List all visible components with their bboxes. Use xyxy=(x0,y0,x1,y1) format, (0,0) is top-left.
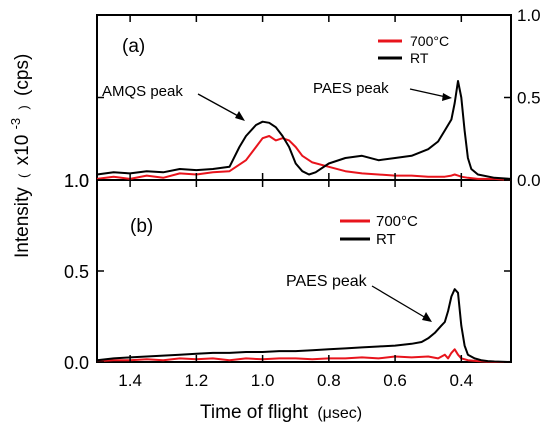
y-tick-label-a-right: 0.0 xyxy=(517,171,541,190)
panel-a-plot-area xyxy=(96,80,512,181)
x-tick-label: 1.2 xyxy=(185,371,209,390)
annotation-paes-arrow-a xyxy=(409,88,447,98)
legend-a-label-700c: 700°C xyxy=(410,33,449,49)
x-tick-label: 0.8 xyxy=(317,371,341,390)
x-tick-label: 0.4 xyxy=(449,371,473,390)
y-axis-title-paren-close: ) xyxy=(16,105,31,109)
x-axis-title-unit: (μsec) xyxy=(317,405,362,422)
annotation-paes-peak-a: PAES peak xyxy=(313,80,389,97)
panel-a-series-700c-line xyxy=(96,135,512,181)
panel-a-series-rt-line xyxy=(96,80,512,180)
legend-a-label-rt: RT xyxy=(410,50,429,66)
y-axis-title: Intensity ( x10 -3 ) (cps) xyxy=(4,54,33,258)
annotation-paes-peak-b: PAES peak xyxy=(286,273,368,290)
panel-a-label: (a) xyxy=(122,36,145,57)
x-axis-title-main: Time of flight xyxy=(200,402,309,423)
y-tick-label-b: 0.5 xyxy=(64,262,89,282)
annotation-paes-arrowhead-b xyxy=(422,312,432,322)
y-tick-label-a-left: 1.0 xyxy=(64,171,89,191)
annotation-amqs-peak: AMQS peak xyxy=(102,83,183,100)
x-tick-label: 1.0 xyxy=(251,371,275,390)
annotation-amqs-arrow xyxy=(197,93,241,118)
y-tick-label-a-right: 1.0 xyxy=(517,6,541,25)
x-axis-title: Time of flight (μsec) xyxy=(200,402,362,423)
panel-b-label: (b) xyxy=(130,216,153,237)
legend-b-label-rt: RT xyxy=(376,231,396,248)
annotation-amqs-arrowhead xyxy=(235,111,245,121)
y-axis-title-cps: (cps) xyxy=(12,54,33,96)
annotation-paes-arrow-b xyxy=(371,285,427,319)
x-tick-label: 0.6 xyxy=(383,371,407,390)
panel-b-plot-area xyxy=(96,288,512,363)
y-tick-label-a-right: 0.5 xyxy=(517,89,541,108)
panel-b-frame xyxy=(96,179,512,363)
y-axis-title-paren-open: ( xyxy=(16,173,31,178)
y-tick-label-b: 1.0 xyxy=(64,171,89,191)
y-axis-title-exp: -3 xyxy=(8,118,23,130)
y-axis-title-unit: x10 xyxy=(12,135,33,166)
y-tick-label-b: 0.0 xyxy=(64,353,89,373)
x-tick-label: 1.4 xyxy=(118,371,142,390)
panel-b-series-700c-line xyxy=(96,348,511,363)
panel-b-series-rt-line xyxy=(96,288,512,363)
legend-b-label-700c: 700°C xyxy=(376,213,418,230)
annotation-paes-arrowhead-a xyxy=(442,93,452,101)
y-axis-title-main: Intensity xyxy=(12,187,33,258)
axis-ticks: 1.4 1.2 1.0 0.8 0.6 0.40.00.51.01.0 0.00.51.0 xyxy=(64,6,541,390)
